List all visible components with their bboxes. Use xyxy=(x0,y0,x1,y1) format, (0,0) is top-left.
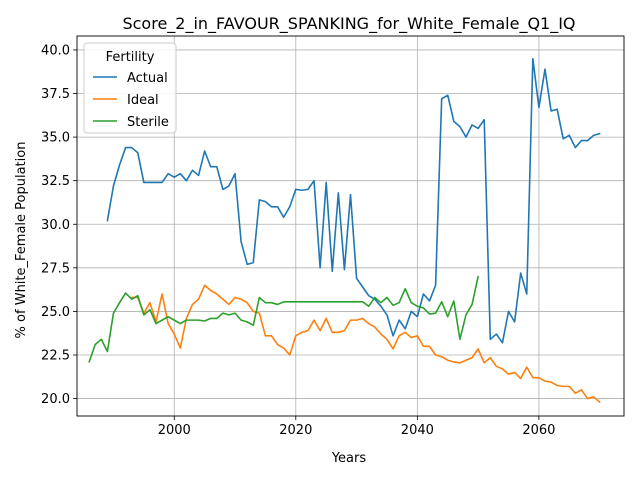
y-tick-label: 25.0 xyxy=(41,305,70,320)
legend-title: Fertility xyxy=(106,50,155,65)
legend-box xyxy=(83,42,177,134)
series-line-actual xyxy=(106,57,601,344)
y-axis-label: % of White_Female Population xyxy=(14,142,29,339)
y-tick-label: 37.5 xyxy=(41,87,70,102)
y-tick-label: 22.5 xyxy=(41,348,70,363)
x-axis-label: Years xyxy=(331,451,367,466)
series-line-ideal xyxy=(130,284,601,403)
x-tick-label: 2040 xyxy=(401,423,434,438)
x-tick-label: 2020 xyxy=(279,423,312,438)
plot-frame xyxy=(76,35,625,417)
y-tick-label: 27.5 xyxy=(41,261,70,276)
chart-title: Score_2_in_FAVOUR_SPANKING_for_White_Fem… xyxy=(122,14,575,34)
y-tick-label: 32.5 xyxy=(41,174,70,189)
axis-ticks: 2000 2020 2040 2060 20.0 22.5 25.0 27.5 30.0 32.5… xyxy=(41,43,555,438)
y-tick-label: 30.0 xyxy=(41,218,70,233)
legend-entries: Actual Ideal Sterile xyxy=(93,71,169,130)
x-tick-label: 2060 xyxy=(522,423,555,438)
series-lines xyxy=(88,57,601,403)
x-tick-label: 2000 xyxy=(158,423,191,438)
legend-label-ideal: Ideal xyxy=(127,93,159,108)
series-line-sterile xyxy=(88,275,479,363)
y-tick-label: 35.0 xyxy=(41,131,70,146)
y-tick-label: 40.0 xyxy=(41,43,70,58)
legend-label-sterile: Sterile xyxy=(127,115,169,130)
legend-label-actual: Actual xyxy=(127,71,168,86)
y-tick-label: 20.0 xyxy=(41,392,70,407)
legend: Fertility Actual Ideal Sterile xyxy=(83,42,177,134)
